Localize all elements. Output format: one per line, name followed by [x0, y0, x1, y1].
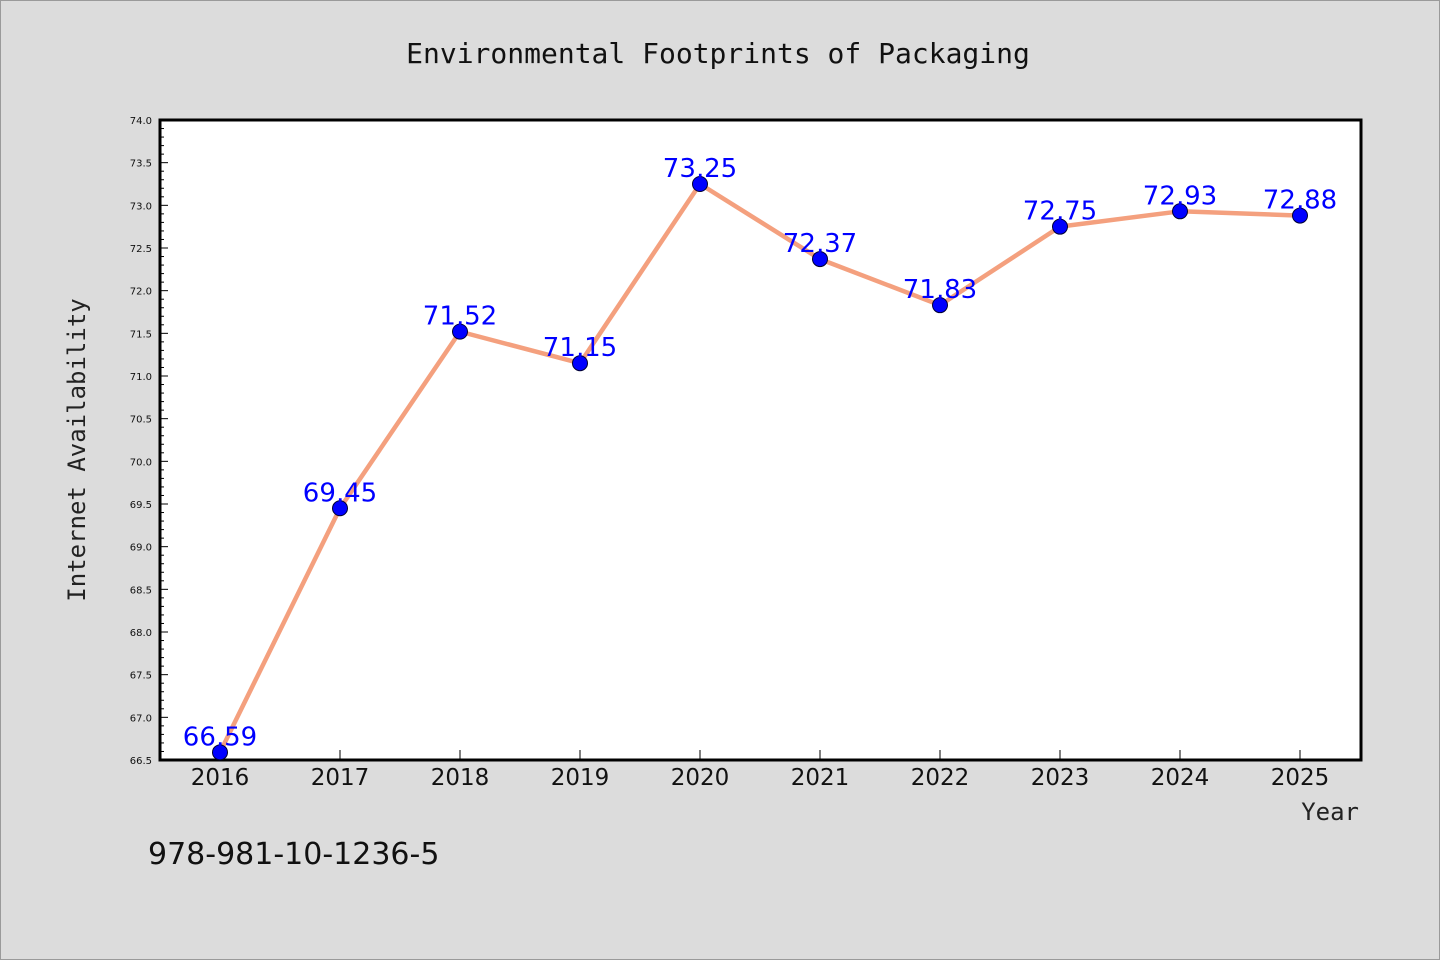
x-tick-label: 2018: [431, 765, 490, 791]
y-tick-label: 73.0: [130, 201, 152, 212]
x-tick-label: 2022: [911, 765, 970, 791]
data-point: [332, 500, 348, 517]
data-label: 71,52: [423, 302, 497, 332]
series-line-group: [217, 181, 1301, 754]
series-points-group: [212, 176, 1308, 761]
x-axis-title: Year: [1301, 798, 1359, 826]
y-tick-label: 69.5: [130, 500, 152, 511]
y-tick-label: 72.0: [130, 287, 152, 298]
y-tick-label: 72.5: [130, 244, 152, 255]
y-tick-label: 67.0: [130, 713, 152, 724]
y-tick-label: 69.0: [130, 543, 152, 554]
y-axis-title: Internet Availability: [63, 298, 91, 601]
x-tick-label: 2025: [1271, 765, 1330, 791]
series-line: [217, 181, 1301, 754]
data-point: [812, 251, 828, 268]
data-label: 71,15: [543, 333, 617, 363]
data-point: [1292, 207, 1308, 224]
data-label: 72,93: [1143, 181, 1217, 211]
data-label: 66,59: [183, 722, 257, 752]
data-point: [572, 355, 588, 372]
data-label: 72,75: [1023, 197, 1097, 227]
y-tick-label: 68.0: [130, 628, 152, 639]
data-point: [932, 297, 948, 314]
data-point: [212, 744, 228, 761]
y-tick-label: 67.5: [130, 671, 152, 682]
data-point: [452, 323, 468, 340]
data-label: 72,88: [1263, 186, 1337, 216]
y-tick-label: 68.5: [130, 585, 152, 596]
plot-area: [160, 120, 1361, 760]
data-label: 72,37: [783, 229, 857, 259]
x-tick-label: 2020: [671, 765, 730, 791]
chart-title: Environmental Footprints of Packaging: [406, 37, 1030, 70]
y-tick-label: 70.5: [130, 415, 152, 426]
y-tick-label: 73.5: [130, 159, 152, 170]
data-labels-group: 66,59 69,45 71,52 71,15 73,25 72,37 71,83 72,75…: [183, 154, 1337, 752]
data-label: 69,45: [303, 478, 377, 508]
x-tick-label: 2024: [1151, 765, 1210, 791]
y-tick-label: 66.5: [130, 756, 152, 767]
y-tick-label: 70.0: [130, 457, 152, 468]
isbn-text: 978-981-10-1236-5: [148, 837, 439, 872]
plot-border: [158, 118, 1363, 762]
x-tick-label: 2023: [1031, 765, 1090, 791]
x-tick-label: 2017: [311, 765, 370, 791]
x-tick-label: 2021: [791, 765, 850, 791]
data-point: [692, 176, 708, 192]
y-tick-label: 71.0: [130, 372, 152, 383]
data-point: [1052, 218, 1068, 235]
x-tick-label: 2016: [191, 765, 250, 791]
y-tick-label: 74.0: [130, 116, 152, 127]
x-axis-ticks: 2016 2017 2018 2019 2020 2021 2022 2023 2024 2025: [191, 750, 1330, 791]
data-label: 73,25: [663, 154, 737, 184]
y-tick-label: 71.5: [130, 329, 152, 340]
data-label: 71,83: [903, 275, 977, 305]
x-tick-label: 2019: [551, 765, 610, 791]
data-point: [1172, 203, 1188, 220]
